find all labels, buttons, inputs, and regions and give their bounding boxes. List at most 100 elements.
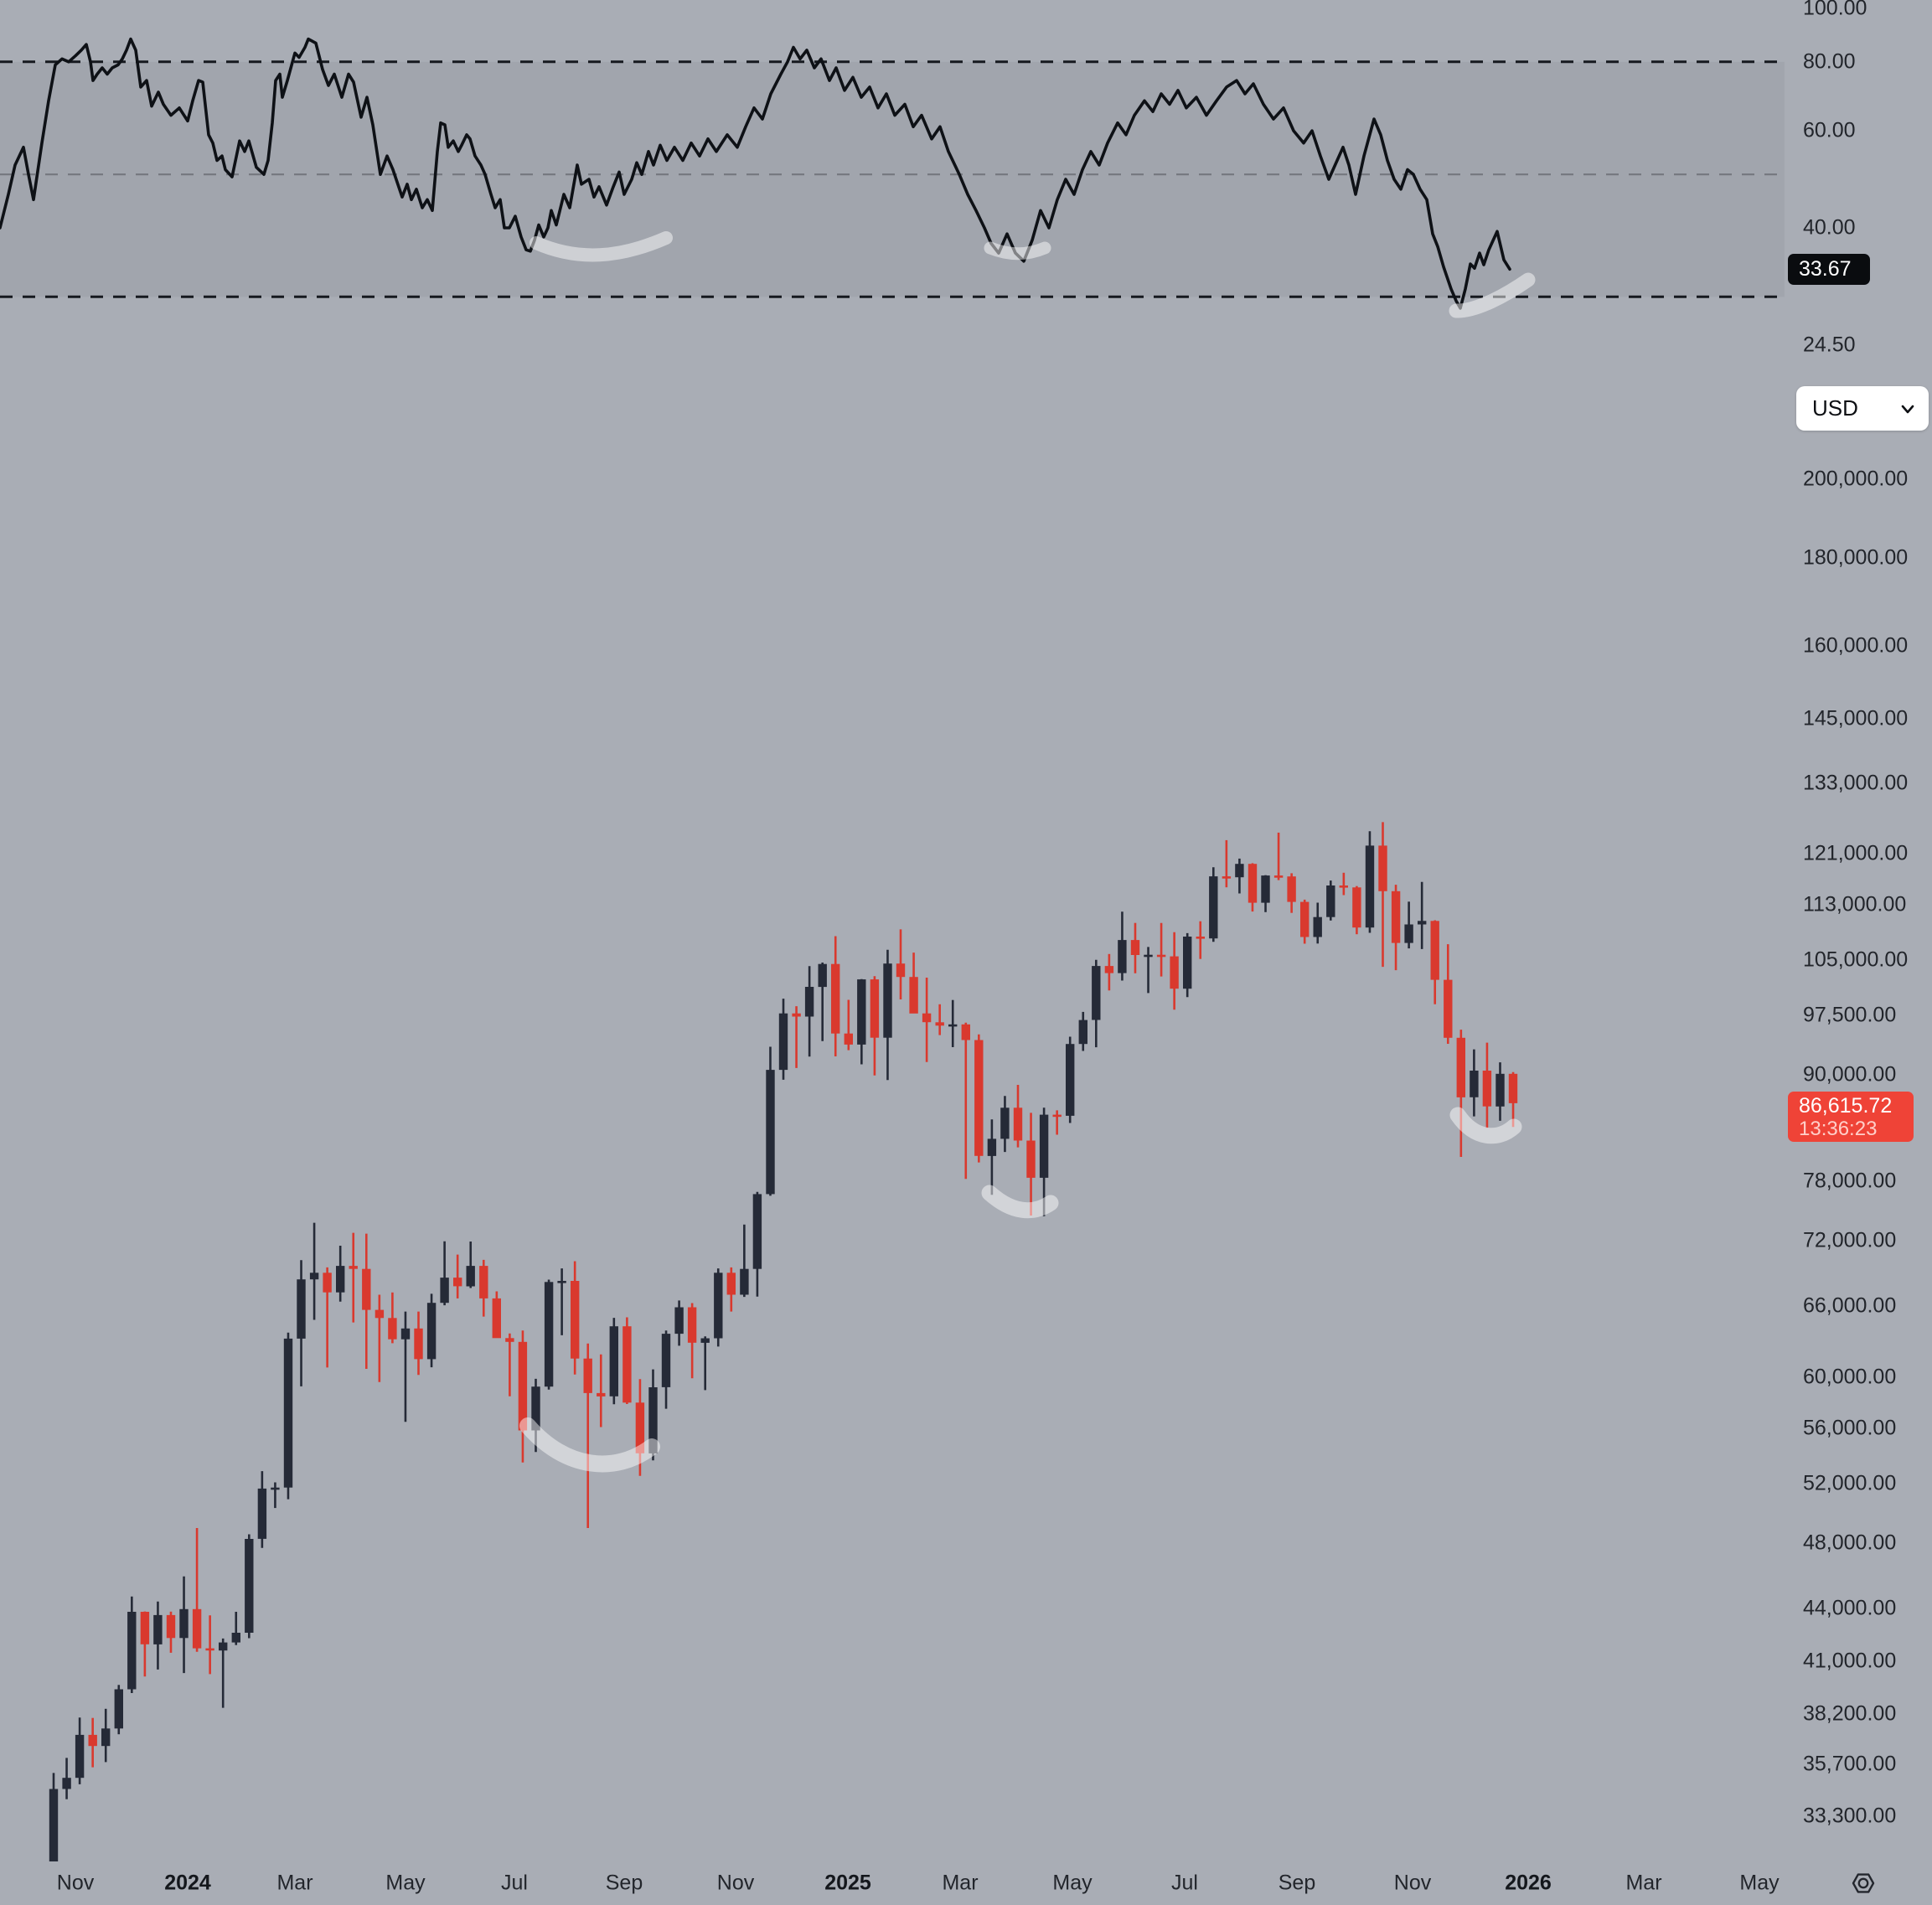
candle-body xyxy=(88,1734,97,1747)
time-axis-label: May xyxy=(385,1871,426,1895)
candle-body xyxy=(1078,1020,1087,1045)
price-axis-label: 48,000.00 xyxy=(1803,1531,1897,1555)
candle-body xyxy=(1300,901,1310,937)
indicator-value-badge: 33.67 xyxy=(1788,254,1870,285)
candle-body xyxy=(1092,966,1101,1020)
candle-body xyxy=(948,1024,958,1027)
candle-body xyxy=(844,1033,853,1045)
candle-body xyxy=(362,1268,371,1310)
price-axis-label: 180,000.00 xyxy=(1803,545,1909,570)
price-axis-label: 33,300.00 xyxy=(1803,1804,1897,1828)
candle-body xyxy=(531,1386,540,1431)
candle-body xyxy=(1209,876,1218,939)
price-axis-label: 56,000.00 xyxy=(1803,1416,1897,1440)
candle-body xyxy=(752,1194,762,1269)
candle-body xyxy=(1156,954,1166,958)
price-axis-label: 35,700.00 xyxy=(1803,1752,1897,1776)
time-axis-label: 2026 xyxy=(1505,1871,1552,1895)
candle-body xyxy=(935,1022,944,1026)
time-axis-label: 2025 xyxy=(824,1871,871,1895)
candle-body xyxy=(883,963,892,1038)
candle-body xyxy=(974,1040,984,1156)
candle-body xyxy=(1144,954,1153,958)
candle-body xyxy=(831,963,840,1034)
highlight-marker xyxy=(984,241,1051,261)
candle-body xyxy=(205,1648,214,1651)
indicator-pane[interactable] xyxy=(0,37,1785,318)
candle-body xyxy=(726,1273,736,1295)
time-axis-label: Mar xyxy=(942,1871,979,1895)
candle-body xyxy=(400,1328,411,1340)
time-axis-label: Sep xyxy=(605,1871,643,1895)
candle-body xyxy=(1052,1114,1062,1118)
candle-body xyxy=(466,1266,475,1287)
candle-body xyxy=(440,1278,449,1304)
price-axis-label: 90,000.00 xyxy=(1803,1062,1897,1087)
candle-body xyxy=(414,1328,423,1360)
price-axis-label: 38,200.00 xyxy=(1803,1701,1897,1726)
candle-body xyxy=(1039,1114,1049,1178)
time-axis-label: Mar xyxy=(1625,1871,1662,1895)
candle-body xyxy=(1352,887,1361,928)
candle-body xyxy=(1444,979,1453,1038)
candle-body xyxy=(1313,916,1322,937)
time-axis-label: May xyxy=(1052,1871,1093,1895)
candle-body xyxy=(909,977,918,1014)
highlight-marker xyxy=(1449,272,1536,318)
time-axis-label: Jul xyxy=(501,1871,528,1895)
candle-body xyxy=(257,1488,267,1539)
currency-select-value: USD xyxy=(1812,395,1858,421)
time-axis-label: Nov xyxy=(56,1871,95,1895)
candle-body xyxy=(283,1338,293,1488)
candle-body xyxy=(388,1318,397,1340)
candle-body xyxy=(192,1608,202,1649)
candle-body xyxy=(271,1487,280,1490)
candle-body xyxy=(492,1298,501,1339)
indicator-axis-label: 100.00 xyxy=(1803,0,1867,20)
candle-body xyxy=(1222,876,1232,879)
chevron-down-icon xyxy=(1898,400,1917,418)
candle-body xyxy=(297,1279,306,1339)
highlight-marker xyxy=(519,1417,660,1473)
time-axis-label: Sep xyxy=(1278,1871,1316,1895)
price-axis-label: 66,000.00 xyxy=(1803,1293,1897,1318)
candle-body xyxy=(75,1734,85,1779)
candle-body xyxy=(1000,1107,1010,1139)
price-axis-label: 200,000.00 xyxy=(1803,467,1909,491)
candle-body xyxy=(661,1334,671,1387)
candle-body xyxy=(557,1281,566,1283)
last-price-badge: 86,615.72 13:36:23 xyxy=(1788,1092,1914,1142)
time-axis-label: Nov xyxy=(716,1871,755,1895)
candle-body xyxy=(140,1612,150,1644)
candle-body xyxy=(571,1281,580,1359)
candle-body xyxy=(1261,875,1270,903)
indicator-band-fill xyxy=(0,61,1785,297)
candle-body xyxy=(766,1070,775,1195)
indicator-axis-label: 24.50 xyxy=(1803,333,1856,357)
price-axis-label: 44,000.00 xyxy=(1803,1596,1897,1620)
price-axis-label: 41,000.00 xyxy=(1803,1649,1897,1673)
candle-body xyxy=(101,1728,111,1747)
candle-body xyxy=(700,1338,710,1343)
candle-body xyxy=(1391,891,1401,943)
candle-body xyxy=(1508,1073,1518,1103)
candle-body xyxy=(1196,937,1205,939)
candle-body xyxy=(1326,885,1335,917)
candle-body xyxy=(114,1689,123,1729)
candle-body xyxy=(1418,921,1427,925)
time-axis-label: Nov xyxy=(1393,1871,1432,1895)
candle-body xyxy=(674,1307,684,1335)
candlestick-series[interactable] xyxy=(49,822,1518,1902)
price-axis-label: 97,500.00 xyxy=(1803,1003,1897,1027)
last-price-text: 86,615.72 xyxy=(1799,1094,1893,1118)
indicator-line xyxy=(0,37,1511,310)
indicator-axis-label: 40.00 xyxy=(1803,215,1856,240)
settings-icon[interactable] xyxy=(1847,1867,1879,1899)
candle-body xyxy=(1170,956,1179,989)
currency-select[interactable]: USD xyxy=(1796,386,1929,431)
price-axis-label: 105,000.00 xyxy=(1803,947,1909,972)
time-axis-label: Mar xyxy=(276,1871,313,1895)
candle-body xyxy=(1104,966,1114,973)
